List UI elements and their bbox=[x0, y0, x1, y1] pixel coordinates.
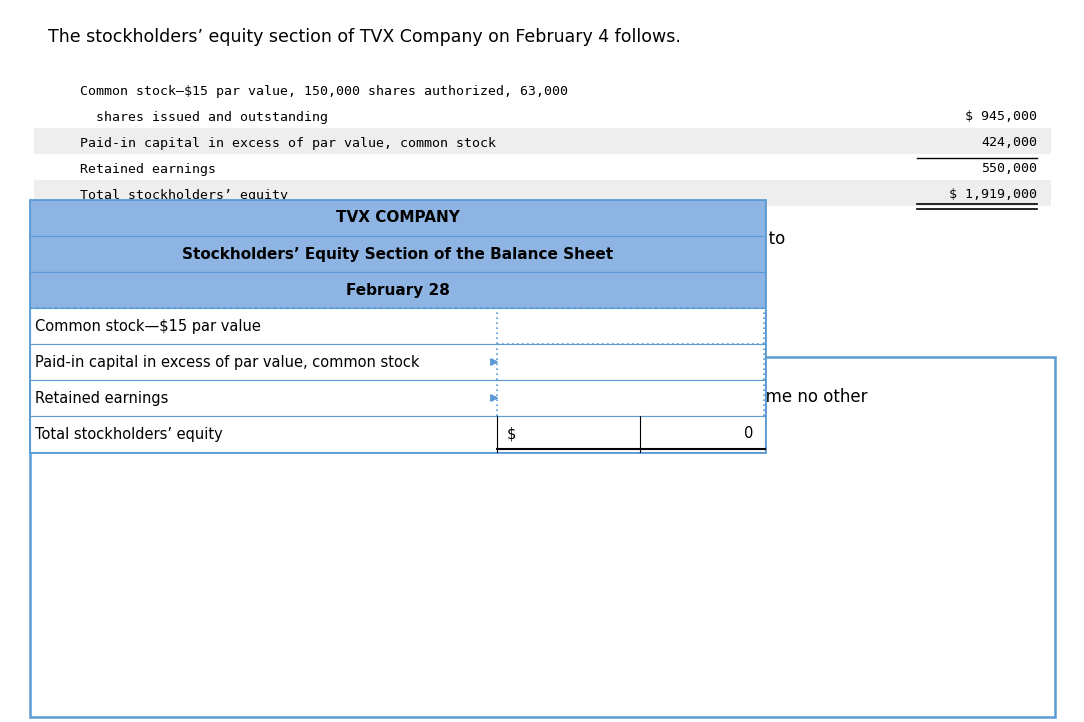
Text: 424,000: 424,000 bbox=[981, 136, 1037, 149]
Text: Total stockholders’ equity: Total stockholders’ equity bbox=[35, 427, 222, 441]
Text: Stockholders’ Equity Section of the Balance Sheet: Stockholders’ Equity Section of the Bala… bbox=[182, 246, 614, 261]
Text: Paid-in capital in excess of par value, common stock: Paid-in capital in excess of par value, … bbox=[35, 355, 420, 370]
Text: 0: 0 bbox=[744, 427, 753, 441]
Bar bbox=[34, 180, 1051, 206]
Text: 2.: 2. bbox=[30, 388, 50, 406]
Text: Retained earnings: Retained earnings bbox=[35, 391, 168, 406]
Bar bbox=[30, 380, 765, 416]
Bar bbox=[30, 200, 765, 452]
Text: $: $ bbox=[506, 427, 516, 441]
Bar bbox=[30, 272, 765, 308]
Bar bbox=[30, 200, 765, 236]
Text: On February 5, the directors declare a 2% stock dividend distributable on Februa: On February 5, the directors declare a 2… bbox=[48, 230, 785, 248]
Text: Common stock–$15 par value, 150,000 shares authorized, 63,000: Common stock–$15 par value, 150,000 shar… bbox=[80, 84, 568, 97]
Bar bbox=[30, 308, 765, 344]
Text: 550,000: 550,000 bbox=[981, 162, 1037, 175]
Bar bbox=[30, 357, 1055, 717]
Text: TVX COMPANY: TVX COMPANY bbox=[336, 211, 460, 225]
Text: February 28: February 28 bbox=[346, 282, 450, 297]
Text: The stockholders’ equity section of TVX Company on February 4 follows.: The stockholders’ equity section of TVX … bbox=[48, 28, 681, 46]
Text: Common stock—$15 par value: Common stock—$15 par value bbox=[35, 318, 261, 334]
Text: the February 15 stockholders of record. The stock’s market value is $41 per shar: the February 15 stockholders of record. … bbox=[48, 256, 757, 274]
Bar bbox=[30, 344, 765, 380]
Text: Total stockholders’ equity: Total stockholders’ equity bbox=[80, 188, 288, 201]
Text: shares issued and outstanding: shares issued and outstanding bbox=[80, 110, 328, 123]
Text: $ 945,000: $ 945,000 bbox=[965, 110, 1037, 123]
Bar bbox=[34, 128, 1051, 154]
Bar bbox=[30, 416, 765, 452]
Text: $ 1,919,000: $ 1,919,000 bbox=[948, 188, 1037, 201]
Text: changes to equity.): changes to equity.) bbox=[30, 414, 189, 432]
Text: Paid-in capital in excess of par value, common stock: Paid-in capital in excess of par value, … bbox=[80, 136, 496, 149]
Bar bbox=[30, 236, 765, 272]
Text: Prepare the stockholders' equity section after the stock dividend is distributed: Prepare the stockholders' equity section… bbox=[52, 388, 867, 406]
Text: February 5 before the stock dividend.: February 5 before the stock dividend. bbox=[48, 282, 360, 300]
Text: Retained earnings: Retained earnings bbox=[80, 162, 216, 175]
